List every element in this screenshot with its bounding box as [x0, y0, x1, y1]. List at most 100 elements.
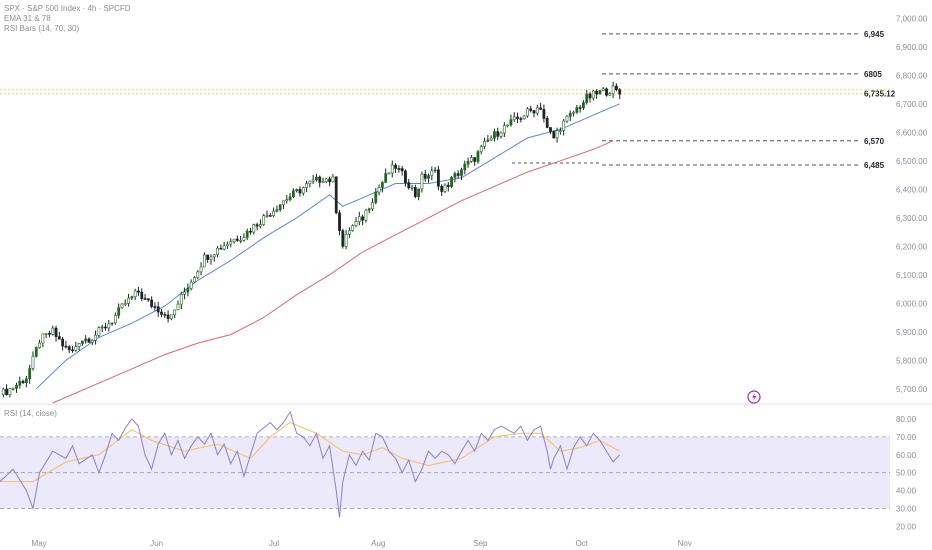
rsi-ma-line: [0, 421, 620, 483]
candle: [489, 137, 493, 141]
candle: [298, 189, 302, 194]
candle: [407, 182, 411, 189]
lightning-icon[interactable]: [747, 390, 761, 404]
candle: [61, 338, 65, 347]
candle: [364, 209, 368, 221]
candle: [394, 164, 397, 169]
candle: [437, 169, 440, 187]
candle: [242, 237, 246, 241]
candle: [282, 200, 285, 205]
candle: [473, 157, 477, 162]
candle: [433, 169, 437, 172]
candle: [48, 333, 51, 335]
candle: [423, 173, 427, 179]
candle: [28, 368, 32, 380]
price-axis-tick: 6,500.00: [896, 157, 928, 166]
price-axis-tick: 6,700.00: [896, 100, 928, 109]
candle: [202, 254, 206, 268]
price-axis-tick: 6,000.00: [896, 299, 928, 308]
candle: [87, 338, 91, 343]
candle: [611, 85, 615, 95]
candle: [512, 116, 516, 120]
candle: [374, 191, 378, 203]
candle: [288, 196, 292, 201]
candle: [77, 343, 81, 347]
candle: [578, 107, 582, 109]
price-axis-tick: 6,200.00: [896, 242, 928, 251]
candle: [38, 342, 41, 348]
candle: [133, 290, 137, 298]
candle: [166, 314, 170, 319]
time-axis-label: Nov: [678, 539, 692, 548]
candle: [285, 199, 289, 202]
candle: [552, 131, 556, 139]
candle: [137, 290, 140, 293]
candle: [404, 170, 407, 183]
candle: [44, 333, 48, 335]
candle: [558, 130, 562, 132]
candle: [34, 347, 38, 357]
candle: [539, 107, 542, 110]
candle: [186, 288, 190, 293]
candle: [463, 163, 467, 171]
candle: [255, 224, 259, 227]
candle: [466, 160, 470, 165]
candle: [143, 298, 147, 300]
candle: [275, 209, 279, 212]
candle: [199, 266, 203, 273]
price-axis-tick: 6,600.00: [896, 128, 928, 137]
level-label: 6,485: [864, 161, 885, 170]
candle: [575, 107, 579, 113]
candle: [476, 151, 480, 162]
candle: [568, 112, 572, 117]
candle: [377, 187, 381, 193]
candle: [499, 132, 503, 137]
candle: [341, 230, 345, 247]
candle: [305, 183, 308, 188]
candle: [456, 173, 460, 176]
candle: [361, 216, 364, 221]
candle: [450, 177, 453, 187]
rsi-legend: RSI (14, close): [4, 409, 57, 418]
candle: [400, 168, 404, 172]
ema-78-line: [52, 140, 614, 404]
candle: [315, 176, 318, 181]
price-axis-tick: 7,000.00: [896, 14, 928, 23]
candle: [351, 225, 355, 231]
candle: [179, 294, 183, 305]
candle: [113, 315, 117, 324]
candle: [324, 178, 328, 182]
price-axis-tick: 5,800.00: [896, 356, 928, 365]
candle: [348, 230, 351, 235]
rsi-pane[interactable]: 80.00 70.00 60.00 50.00 40.00 30.00 20.00: [0, 410, 917, 532]
candle: [150, 299, 154, 307]
candle: [209, 256, 213, 260]
time-axis-label: Jun: [150, 539, 163, 548]
price-pane[interactable]: 7,000.00 6,900.00 6,800.00 6,700.00 6,600.00…: [0, 14, 928, 404]
price-axis-tick: 5,900.00: [896, 328, 928, 337]
candle: [232, 238, 236, 242]
candle: [397, 168, 401, 170]
candle: [84, 338, 88, 342]
candle: [57, 336, 61, 340]
level-label: 6,945: [864, 30, 885, 39]
candle: [384, 173, 388, 183]
rsi-axis-tick: 40.00: [896, 487, 917, 496]
candle: [413, 186, 417, 197]
candle: [367, 208, 371, 211]
ema-31-line: [35, 103, 620, 390]
candle: [222, 245, 226, 250]
candle: [74, 346, 78, 351]
rsi-bars-legend: RSI Bars (14, 70, 30): [4, 24, 80, 33]
candle: [318, 176, 322, 183]
candle: [156, 306, 160, 313]
candle: [18, 380, 22, 386]
price-axis-tick: 6,900.00: [896, 43, 928, 52]
candle: [163, 314, 167, 316]
candle: [110, 322, 114, 325]
candle: [31, 355, 35, 369]
candle: [15, 384, 18, 389]
lightning-icon-bolt: [752, 393, 757, 401]
candle: [496, 131, 500, 137]
